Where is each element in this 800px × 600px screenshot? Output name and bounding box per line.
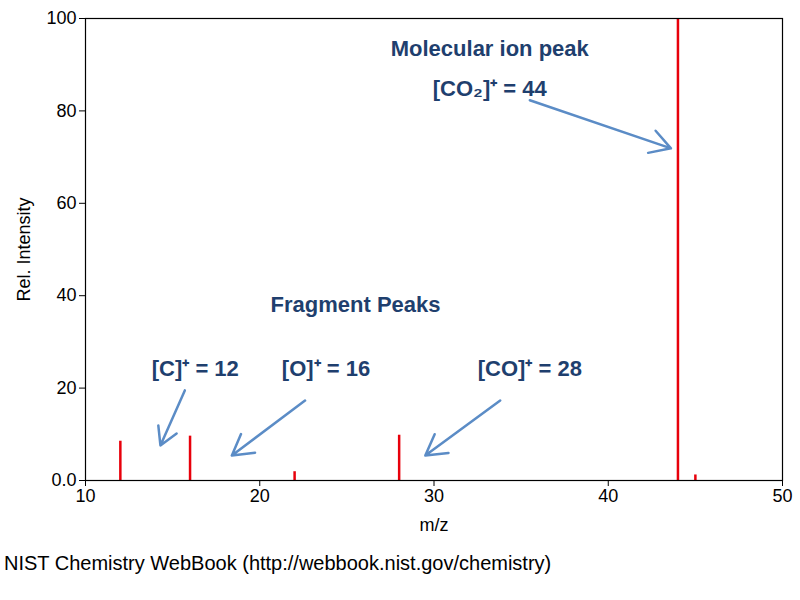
svg-text:Molecular ion peak: Molecular ion peak — [391, 36, 590, 61]
svg-text:[CO₂]⁺ = 44: [CO₂]⁺ = 44 — [433, 76, 548, 101]
html-text:NIST Chemistry WebBook (http:/: NIST Chemistry WebBook (http://webbook.n… — [4, 552, 552, 574]
svg-text:40: 40 — [598, 486, 618, 506]
svg-text:[O]⁺ = 16: [O]⁺ = 16 — [282, 356, 370, 381]
svg-text:20: 20 — [250, 486, 270, 506]
svg-text:Rel. Intensity: Rel. Intensity — [14, 197, 34, 301]
svg-text:10: 10 — [75, 486, 95, 506]
svg-text:30: 30 — [424, 486, 444, 506]
svg-text:50: 50 — [772, 486, 792, 506]
svg-text:60: 60 — [56, 193, 76, 213]
svg-text:40: 40 — [56, 285, 76, 305]
svg-text:m/z: m/z — [420, 515, 449, 535]
svg-text:0.0: 0.0 — [51, 470, 76, 490]
svg-text:100: 100 — [46, 8, 76, 28]
svg-text:Fragment Peaks: Fragment Peaks — [271, 292, 441, 317]
svg-text:80: 80 — [56, 101, 76, 121]
svg-text:[CO]⁺ = 28: [CO]⁺ = 28 — [478, 356, 582, 381]
svg-text:[C]⁺ = 12: [C]⁺ = 12 — [152, 356, 239, 381]
svg-text:20: 20 — [56, 378, 76, 398]
